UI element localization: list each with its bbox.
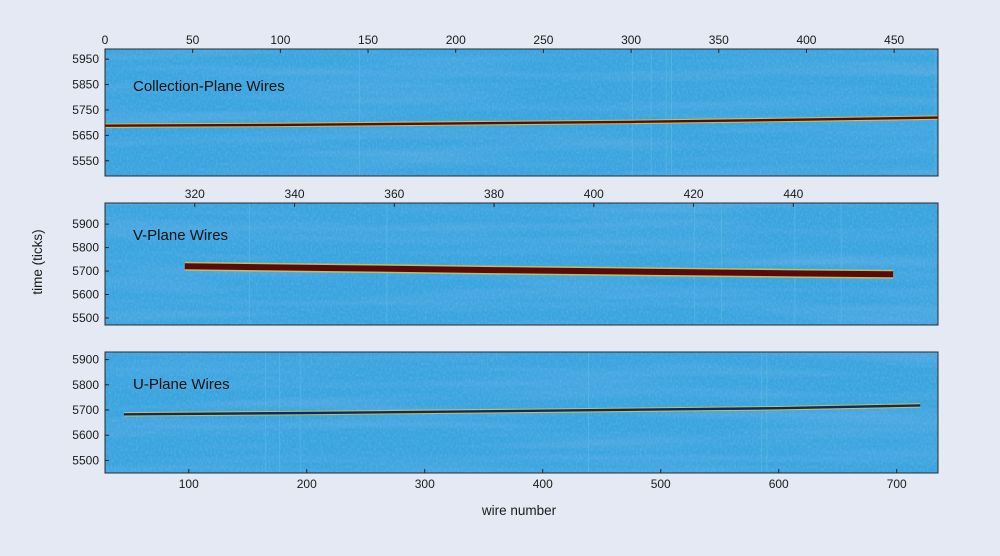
v-plane-wire-streak <box>840 203 842 325</box>
u-plane-wire-streak <box>588 352 590 473</box>
v-plane-y-tick-label: 5800 <box>72 241 99 255</box>
collection-wire-streak <box>631 49 633 176</box>
v-plane-y-tick-label: 5700 <box>72 264 99 278</box>
collection-x-tick-label: 300 <box>621 33 641 47</box>
collection-y-tick-label: 5550 <box>72 154 99 168</box>
v-plane-wire-streak <box>694 203 696 325</box>
v-plane-wire-streak <box>720 203 722 325</box>
collection-x-tick-label: 150 <box>358 33 378 47</box>
u-plane-x-tick-label: 600 <box>769 477 789 491</box>
collection-wire-streak <box>358 49 360 176</box>
collection-y-tick-label: 5750 <box>72 103 99 117</box>
u-plane-y-tick-label: 5800 <box>72 378 99 392</box>
v-plane-x-tick-label: 440 <box>783 187 803 201</box>
v-plane-x-tick-label: 400 <box>584 187 604 201</box>
collection-x-tick-label: 0 <box>102 33 109 47</box>
collection-x-tick-label: 50 <box>186 33 200 47</box>
collection-wire-streak <box>670 49 672 176</box>
u-plane-x-tick-label: 200 <box>297 477 317 491</box>
collection-x-tick-label: 400 <box>796 33 816 47</box>
collection-y-tick-label: 5850 <box>72 78 99 92</box>
v-plane-x-tick-label: 320 <box>185 187 205 201</box>
collection-x-tick-label: 200 <box>446 33 466 47</box>
u-plane-x-tick-label: 400 <box>533 477 553 491</box>
u-plane-y-tick-label: 5500 <box>72 453 99 467</box>
x-axis-title: wire number <box>481 503 557 518</box>
collection-wire-streak <box>650 49 652 176</box>
collection-title: Collection-Plane Wires <box>133 78 285 95</box>
u-plane-x-tick-label: 300 <box>415 477 435 491</box>
collection-x-tick-label: 100 <box>270 33 290 47</box>
v-plane-track <box>184 263 894 278</box>
v-plane-wire-streak <box>386 203 388 325</box>
v-plane-x-tick-label: 340 <box>285 187 305 201</box>
u-plane-x-tick-label: 700 <box>887 477 907 491</box>
v-plane-panel: V-Plane Wires 320 340 360 380 400 420 440 5500 56… <box>72 187 939 326</box>
v-plane-x-tick-label: 360 <box>384 187 404 201</box>
u-plane-y-tick-label: 5700 <box>72 403 99 417</box>
collection-x-tick-label: 450 <box>884 33 904 47</box>
u-plane-frame <box>104 351 939 474</box>
v-plane-y-tick-label: 5500 <box>72 311 99 325</box>
u-plane-track <box>123 404 921 416</box>
collection-y-tick-label: 5950 <box>72 52 99 66</box>
v-plane-x-tick-label: 380 <box>484 187 504 201</box>
v-plane-x-tick-label: 420 <box>684 187 704 201</box>
v-plane-title: V-Plane Wires <box>133 227 228 244</box>
v-plane-frame <box>104 202 939 326</box>
collection-y-tick-label: 5650 <box>72 128 99 142</box>
u-plane-panel: U-Plane Wires 100 200 300 400 500 600 700 5500 56… <box>72 351 939 491</box>
v-plane-y-tick-label: 5900 <box>72 217 99 231</box>
u-plane-x-tick-label: 500 <box>651 477 671 491</box>
u-plane-title: U-Plane Wires <box>133 376 230 393</box>
collection-plane-panel: Collection-Plane Wires 0 50 100 150 200 250 300… <box>72 33 939 177</box>
collection-frame <box>104 48 939 177</box>
collection-noise-fine <box>105 49 938 176</box>
collection-x-tick-label: 250 <box>533 33 553 47</box>
u-plane-x-tick-label: 100 <box>179 477 199 491</box>
u-plane-wire-streak <box>761 352 763 473</box>
y-axis-title: time (ticks) <box>30 229 45 294</box>
v-plane-wire-streak <box>794 203 796 325</box>
collection-track <box>104 116 939 127</box>
u-plane-y-tick-label: 5900 <box>72 353 99 367</box>
collection-x-tick-label: 350 <box>709 33 729 47</box>
v-plane-y-tick-label: 5600 <box>72 288 99 302</box>
u-plane-y-tick-label: 5600 <box>72 428 99 442</box>
collection-wire-streak <box>665 49 667 176</box>
collection-wire-streak <box>934 49 936 176</box>
u-plane-wire-streak <box>766 352 768 473</box>
